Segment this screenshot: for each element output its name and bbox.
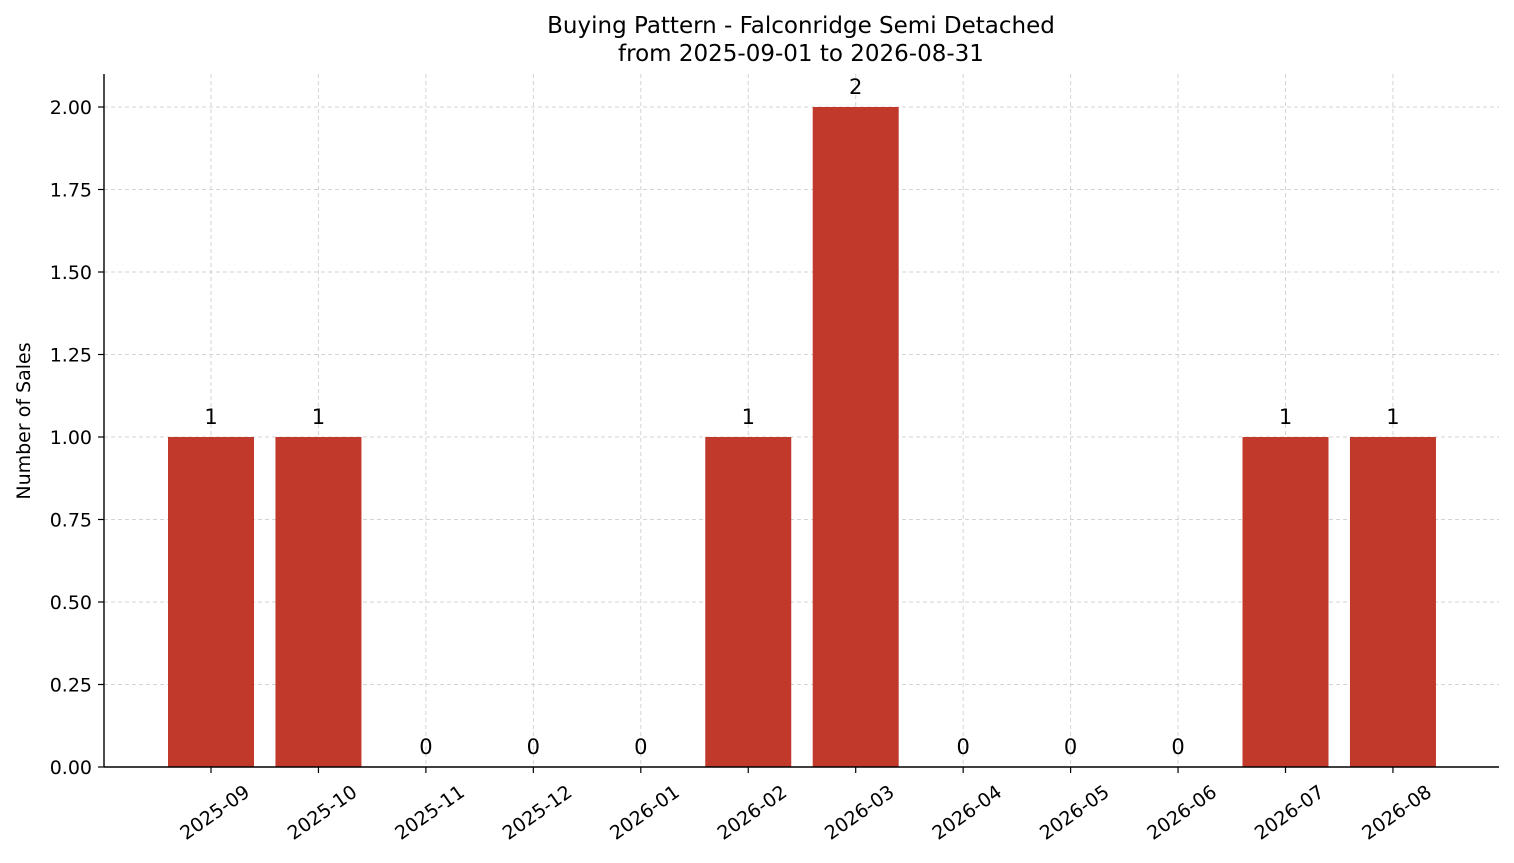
x-tick-label-2026-08: 2026-08 (1358, 781, 1436, 845)
chart-subtitle: from 2025-09-01 to 2026-08-31 (618, 41, 984, 67)
y-tick-label: 1.25 (50, 345, 92, 367)
bar-layer (168, 107, 1436, 767)
data-label-2026-03: 2 (849, 75, 862, 99)
bar-2025-09 (168, 437, 254, 767)
x-tick-label-2025-11: 2025-11 (391, 781, 469, 845)
bar-2026-03 (812, 107, 899, 767)
y-tick-label: 2.00 (50, 97, 92, 119)
data-label-2026-08: 1 (1386, 405, 1399, 429)
chart-title: Buying Pattern - Falconridge Semi Detach… (547, 13, 1055, 39)
x-tick-label-2026-05: 2026-05 (1036, 781, 1114, 845)
data-label-2026-01: 0 (634, 735, 647, 759)
data-label-2026-06: 0 (1171, 735, 1184, 759)
data-label-2025-10: 1 (312, 405, 325, 429)
bar-2025-10 (275, 437, 362, 767)
bar-2026-08 (1349, 437, 1436, 767)
x-tick-label-2026-03: 2026-03 (821, 781, 899, 845)
data-label-2026-07: 1 (1279, 405, 1292, 429)
data-label-2025-11: 0 (419, 735, 432, 759)
data-label-layer: 1 1 0 0 0 1 2 0 0 0 1 1 (204, 75, 1399, 759)
x-tick-label-2026-06: 2026-06 (1143, 781, 1221, 845)
x-tick-label-2025-10: 2025-10 (284, 781, 362, 845)
data-label-2026-05: 0 (1064, 735, 1077, 759)
y-tick-label: 0.00 (50, 757, 92, 779)
bar-2026-07 (1242, 437, 1329, 767)
x-tick-label-2026-02: 2026-02 (713, 781, 791, 845)
data-label-2025-12: 0 (527, 735, 540, 759)
y-tick-label: 1.75 (50, 180, 92, 202)
x-tick-label-2025-09: 2025-09 (176, 781, 254, 845)
y-tick-label: 0.75 (50, 510, 92, 532)
x-tick-label-2026-07: 2026-07 (1251, 781, 1329, 845)
x-tick-label-2026-04: 2026-04 (928, 781, 1006, 845)
y-tick-label: 0.25 (50, 675, 92, 697)
bar-2026-02 (705, 437, 792, 767)
x-tick-label-2026-01: 2026-01 (606, 781, 684, 845)
y-tick-label: 1.00 (50, 427, 92, 449)
data-label-2026-04: 0 (956, 735, 969, 759)
y-axis-label: Number of Sales (13, 342, 35, 499)
x-tick-label-2025-12: 2025-12 (499, 781, 577, 845)
data-label-2025-09: 1 (204, 405, 217, 429)
data-label-2026-02: 1 (742, 405, 755, 429)
y-tick-label: 0.50 (50, 592, 92, 614)
y-tick-label: 1.50 (50, 262, 92, 284)
